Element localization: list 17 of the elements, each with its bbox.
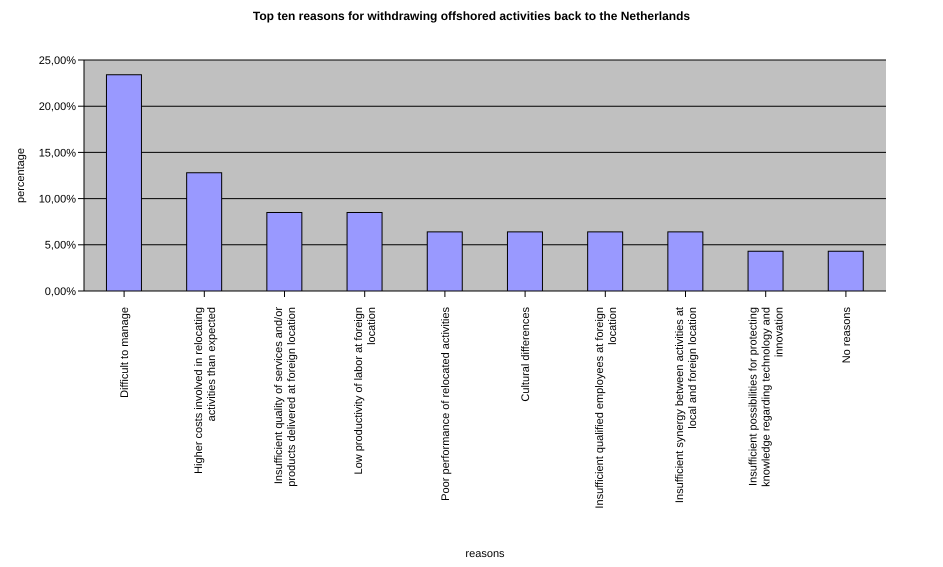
y-tick-label: 15,00% [38, 147, 76, 160]
y-tick-label: 20,00% [38, 101, 76, 114]
chart-title: Top ten reasons for withdrawing offshored activities back to the Netherlands [252, 9, 692, 23]
y-axis-title: percentage [14, 148, 27, 204]
y-tick-label: 10,00% [38, 194, 76, 206]
x-tick-label: No reasons [840, 306, 853, 364]
x-tick-label: Poor performance of relocated activities [440, 306, 452, 501]
x-tick-label: Low productivity of labor at foreign location [353, 307, 378, 475]
x-tick-label: Insufficient qualified employees at foreign location [594, 307, 619, 509]
x-tick-label: Difficult to manage [119, 307, 132, 398]
x-axis-title: reasons [465, 548, 506, 560]
x-tick-label: Higher costs involved in relocating activities than expected [192, 307, 218, 474]
x-tick-label: Insufficient possibilities for protecting knowledge regarding technology and innovation [748, 307, 786, 487]
y-tick-label: 25,00% [38, 54, 76, 67]
y-tick-label: 5,00% [44, 240, 76, 252]
x-tick-label: Cultural differences [520, 306, 532, 402]
y-tick-label: 0,00% [44, 286, 76, 298]
